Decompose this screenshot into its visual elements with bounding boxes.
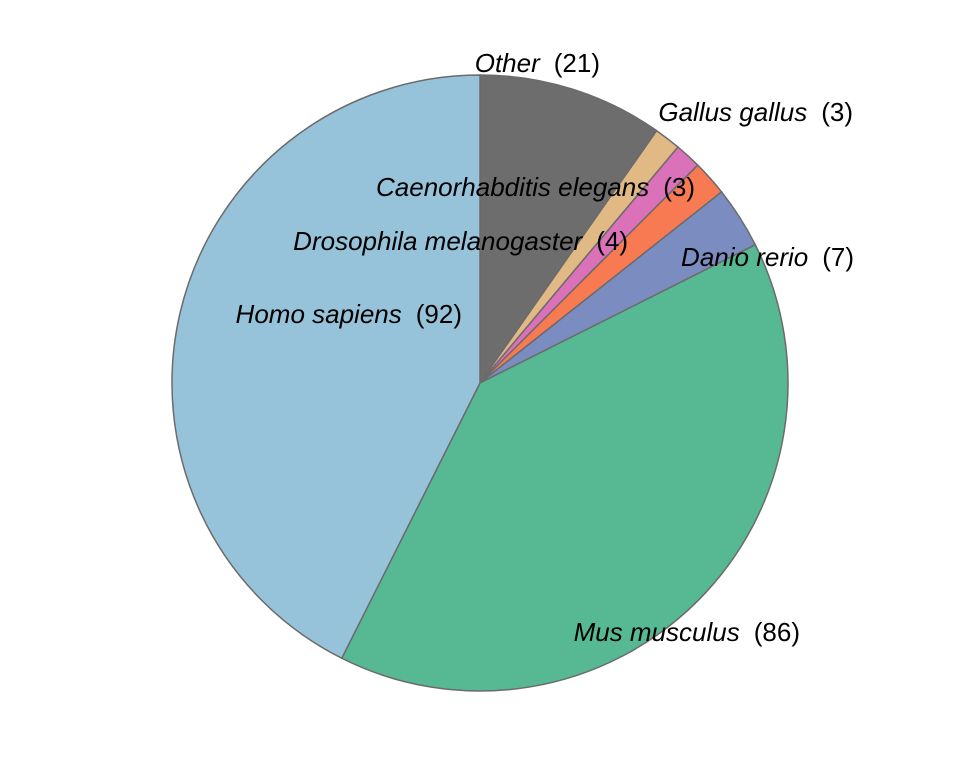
slice-label-count: (86) <box>754 617 800 647</box>
slice-label-name: Danio rerio <box>681 242 808 272</box>
slice-label-name: Other <box>475 48 541 78</box>
slice-other <box>479 74 658 386</box>
slice-mus-musculus <box>340 243 789 692</box>
slice-label-name: Homo sapiens <box>236 299 402 329</box>
slice-label-count: (3) <box>663 172 695 202</box>
slice-label-count: (4) <box>596 226 628 256</box>
slice-label-gallus-gallus: Gallus gallus (3) <box>658 97 853 127</box>
pie-labels: Other (21)Gallus gallus (3)Caenorhabditis … <box>236 48 854 647</box>
slice-label-count: (21) <box>554 48 600 78</box>
slice-label-name: Drosophila melanogaster <box>293 226 583 256</box>
slice-label-name: Mus musculus <box>574 617 740 647</box>
slice-label-drosophila-melanogaster: Drosophila melanogaster (4) <box>293 226 628 256</box>
slice-label-count: (92) <box>416 299 462 329</box>
slice-label-count: (3) <box>821 97 853 127</box>
slice-label-name: Gallus gallus <box>658 97 807 127</box>
slice-label-mus-musculus: Mus musculus (86) <box>574 617 800 647</box>
pie-slices <box>171 74 789 692</box>
slice-homo-sapiens <box>171 74 481 660</box>
slice-label-other: Other (21) <box>475 48 600 78</box>
slice-label-name: Caenorhabditis elegans <box>376 172 649 202</box>
slice-label-homo-sapiens: Homo sapiens (92) <box>236 299 462 329</box>
slice-label-count: (7) <box>822 242 854 272</box>
slice-label-danio-rerio: Danio rerio (7) <box>681 242 854 272</box>
slice-label-caenorhabditis-elegans: Caenorhabditis elegans (3) <box>376 172 695 202</box>
